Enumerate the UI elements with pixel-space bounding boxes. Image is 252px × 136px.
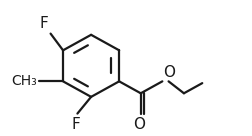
Text: O: O: [134, 117, 145, 132]
Text: O: O: [164, 65, 176, 80]
Text: CH₃: CH₃: [11, 74, 37, 88]
Text: F: F: [39, 16, 48, 31]
Text: F: F: [72, 117, 81, 132]
